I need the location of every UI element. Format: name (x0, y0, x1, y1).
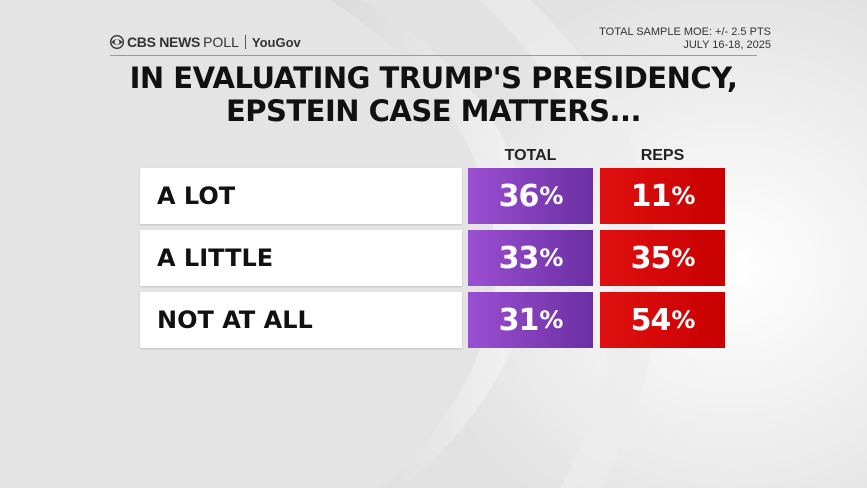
reps-value-cell: 11% (600, 168, 725, 224)
total-value: 36 (498, 178, 540, 214)
reps-value: 54 (630, 302, 672, 338)
percent-sign: % (671, 244, 695, 272)
table-row: A LITTLE 33% 35% (140, 230, 725, 286)
reps-value-cell: 54% (600, 292, 725, 348)
table-row: NOT AT ALL 31% 54% (140, 292, 725, 348)
total-value-cell: 31% (468, 292, 593, 348)
poll-dates: JULY 16-18, 2025 (683, 39, 771, 51)
total-value: 33 (498, 240, 540, 276)
chart-title: IN EVALUATING TRUMP'S PRESIDENCY, EPSTEI… (0, 62, 867, 128)
total-value: 31 (498, 302, 540, 338)
partner-name: YouGov (251, 34, 301, 50)
poll-label: POLL (203, 34, 239, 50)
reps-value-cell: 35% (600, 230, 725, 286)
reps-value: 11 (630, 178, 672, 214)
header-rule (110, 55, 757, 56)
percent-sign: % (671, 306, 695, 334)
column-header-reps: REPS (640, 147, 685, 164)
poll-meta: TOTAL SAMPLE MOE: +/- 2.5 PTS JULY 16-18… (599, 26, 771, 52)
percent-sign: % (671, 182, 695, 210)
total-value-cell: 36% (468, 168, 593, 224)
poll-branding: CBS NEWS POLL YouGov (110, 33, 301, 51)
total-value-cell: 33% (468, 230, 593, 286)
reps-value: 35 (630, 240, 672, 276)
brand-name: CBS NEWS (127, 34, 201, 50)
row-label: NOT AT ALL (157, 306, 313, 334)
row-label-box: A LITTLE (140, 230, 462, 286)
brand-divider (244, 35, 246, 49)
percent-sign: % (539, 244, 563, 272)
row-label: A LITTLE (157, 244, 274, 272)
column-header-total: TOTAL (504, 147, 557, 164)
percent-sign: % (539, 306, 563, 334)
percent-sign: % (539, 182, 563, 210)
row-label-box: NOT AT ALL (140, 292, 462, 348)
title-line-2: EPSTEIN CASE MATTERS... (225, 94, 642, 128)
row-label-box: A LOT (140, 168, 462, 224)
row-label: A LOT (157, 182, 236, 210)
cbs-eye-icon (110, 35, 124, 49)
title-line-1: IN EVALUATING TRUMP'S PRESIDENCY, (129, 61, 738, 95)
margin-of-error: TOTAL SAMPLE MOE: +/- 2.5 PTS (599, 26, 771, 38)
table-row: A LOT 36% 11% (140, 168, 725, 224)
